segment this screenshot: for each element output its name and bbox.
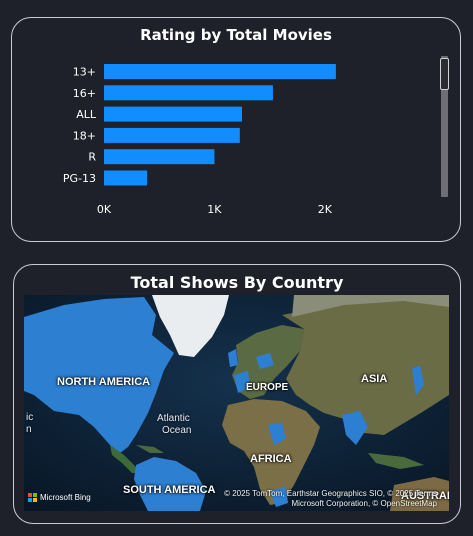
europe-highlight-uk bbox=[228, 349, 238, 367]
x-tick-label: 2K bbox=[318, 203, 333, 216]
category-label: PG-13 bbox=[63, 172, 96, 185]
label-north-america: NORTH AMERICA bbox=[57, 376, 151, 388]
label-pacific-partial-2: n bbox=[26, 424, 32, 435]
category-label: ALL bbox=[76, 108, 97, 121]
africa-highlight-north bbox=[268, 423, 286, 445]
category-label: 16+ bbox=[73, 87, 96, 100]
label-ocean: Ocean bbox=[162, 425, 192, 436]
world-map[interactable]: NORTH AMERICA EUROPE ASIA AFRICA SOUTH A… bbox=[24, 295, 449, 511]
attribution-line-1: © 2025 TomTom, Earthstar Geographics SIO… bbox=[224, 489, 437, 498]
japan-highlight bbox=[412, 365, 424, 395]
bing-logo-text: Microsoft Bing bbox=[40, 493, 91, 502]
x-tick-label: 1K bbox=[207, 203, 222, 216]
label-africa: AFRICA bbox=[250, 453, 292, 465]
south-america-shape bbox=[134, 457, 206, 511]
bar-16-[interactable] bbox=[104, 85, 273, 101]
bing-logo[interactable]: Microsoft Bing bbox=[28, 493, 91, 502]
australia-shape bbox=[390, 477, 449, 511]
greenland-shape bbox=[152, 295, 229, 357]
indonesia-shape bbox=[368, 453, 424, 469]
label-asia: ASIA bbox=[361, 373, 388, 385]
category-label: R bbox=[88, 151, 96, 164]
label-atlantic: Atlantic bbox=[157, 413, 190, 424]
category-label: 13+ bbox=[73, 66, 96, 79]
asia-shape bbox=[282, 299, 449, 435]
europe-highlight-west bbox=[234, 371, 250, 393]
chart-scrollbar-track[interactable] bbox=[441, 56, 448, 197]
map-attribution[interactable]: © 2025 TomTom, Earthstar Geographics SIO… bbox=[224, 489, 437, 509]
africa-shape bbox=[222, 399, 320, 505]
map-title: Total Shows By Country bbox=[130, 273, 344, 292]
label-europe: EUROPE bbox=[246, 382, 289, 393]
north-america-shape bbox=[24, 297, 174, 453]
bar-all[interactable] bbox=[104, 106, 243, 122]
chart-scrollbar-thumb[interactable] bbox=[440, 58, 449, 90]
bar-pg-13[interactable] bbox=[104, 170, 148, 186]
attribution-line-2: Microsoft Corporation, © OpenStreetMap bbox=[291, 499, 437, 508]
asia-north-shape bbox=[292, 295, 449, 317]
country-map-card: Total Shows By Country bbox=[13, 264, 461, 524]
label-australia: AUSTRALIA bbox=[401, 490, 449, 502]
rating-chart-card: Rating by Total Movies 13+ 16+ ALL 18+ R PG-1… bbox=[11, 17, 461, 242]
bar-18-[interactable] bbox=[104, 127, 240, 143]
caribbean-shape bbox=[136, 445, 164, 453]
india-highlight bbox=[342, 411, 368, 445]
central-america-shape bbox=[110, 445, 140, 473]
bar-r[interactable] bbox=[104, 149, 215, 165]
bar-13-[interactable] bbox=[104, 64, 336, 79]
europe-highlight-central bbox=[256, 353, 274, 369]
world-map-shapes bbox=[24, 295, 449, 511]
rating-bar-chart: 13+ 16+ ALL 18+ R PG-13 0K 1K 2K bbox=[63, 64, 336, 216]
x-tick-label: 0K bbox=[97, 203, 112, 216]
africa-highlight-south bbox=[270, 487, 288, 507]
rating-chart-title: Rating by Total Movies bbox=[140, 26, 332, 44]
microsoft-logo-icon bbox=[28, 493, 37, 502]
label-pacific-partial-1: ic bbox=[26, 412, 34, 423]
label-south-america: SOUTH AMERICA bbox=[123, 484, 216, 496]
category-label: 18+ bbox=[73, 129, 96, 142]
